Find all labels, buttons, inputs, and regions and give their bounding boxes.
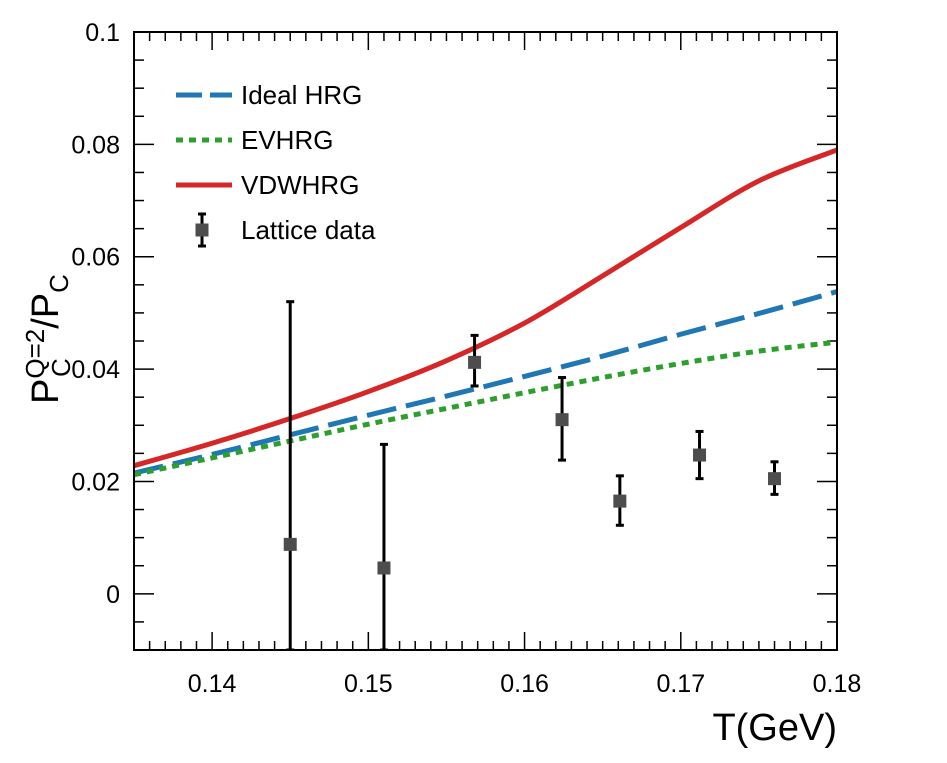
y-tick-label: 0 [106, 581, 120, 609]
data-point [283, 537, 297, 551]
y-tick-label: 0.04 [71, 356, 120, 384]
data-point [377, 561, 391, 575]
y-title-sub: C [46, 358, 76, 377]
y-tick-label: 0.08 [71, 131, 120, 159]
y-title-base2: P [25, 293, 67, 318]
y-title-sup: Q=2 [20, 329, 50, 379]
plot-frame [133, 31, 838, 651]
data-point [468, 355, 482, 369]
legend-label: EVHRG [241, 125, 333, 155]
y-title-base: P [25, 379, 67, 404]
legend: Ideal HRG EVHRG VDWHRG Lattice data [176, 80, 376, 248]
y-tick-label: 0.06 [71, 244, 120, 272]
y-title-sub2: C [44, 274, 74, 293]
y-title-slash: / [25, 318, 67, 329]
legend-label: VDWHRG [241, 170, 359, 200]
y-tick-labels: 0 0.02 0.04 0.06 0.08 0.1 [71, 19, 120, 609]
y-tick-label: 0.1 [85, 19, 120, 47]
x-tick-label: 0.15 [344, 670, 393, 698]
vdwhrg-line [134, 147, 837, 469]
x-tick-labels: 0.14 0.15 0.16 0.17 0.18 [188, 670, 862, 698]
data-point [613, 494, 627, 508]
legend-label: Ideal HRG [241, 80, 362, 110]
x-axis-title: T(GeV) [712, 707, 837, 749]
data-point [768, 472, 782, 486]
x-tick-label: 0.18 [813, 670, 862, 698]
series-layer [134, 147, 837, 650]
x-tick-label: 0.14 [188, 670, 237, 698]
ideal-hrg-line [134, 289, 837, 476]
legend-marker [195, 223, 209, 237]
legend-label: Lattice data [241, 215, 376, 245]
data-point [693, 448, 707, 462]
lattice-data-points [283, 300, 782, 650]
y-tick-label: 0.02 [71, 468, 120, 496]
data-point [555, 413, 569, 427]
evhrg-line [134, 339, 837, 478]
x-tick-label: 0.17 [656, 670, 705, 698]
y-axis-title: PQ=2/PC C [20, 274, 76, 404]
svg-text:PQ=2/PC: PQ=2/PC [20, 274, 74, 404]
x-tick-label: 0.16 [500, 670, 549, 698]
